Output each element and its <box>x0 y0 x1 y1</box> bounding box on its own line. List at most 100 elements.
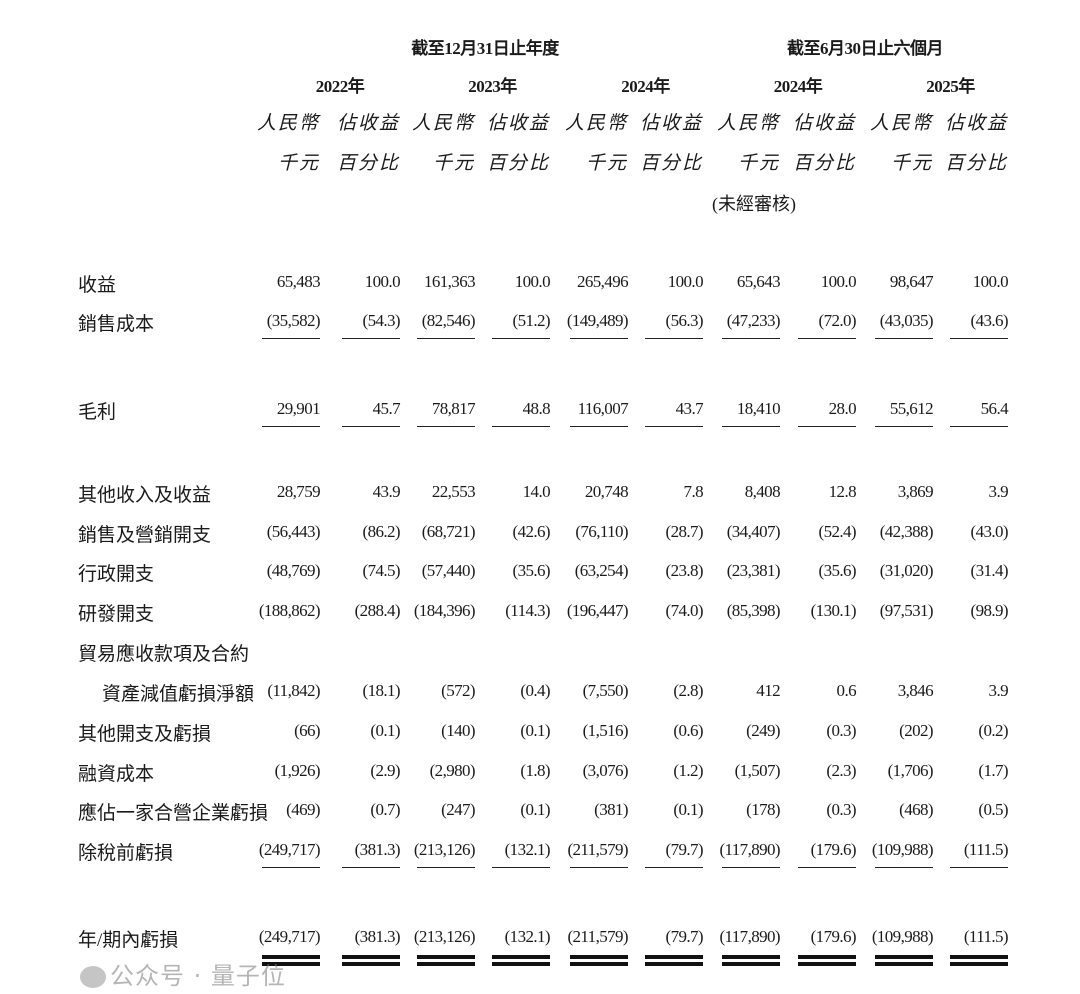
double-underline <box>570 955 628 966</box>
table-cell: 22,553 <box>431 482 476 501</box>
underline <box>492 426 550 427</box>
underline <box>875 338 933 339</box>
underline <box>342 867 400 868</box>
table-cell: (35.6) <box>818 561 857 580</box>
table-cell: 3,869 <box>897 482 934 501</box>
table-cell: (31.4) <box>970 561 1009 580</box>
col-unit-label: 千元 <box>432 153 475 174</box>
col-unit-label: 千元 <box>277 153 320 174</box>
header-annual-group: 截至12月31日止年度 <box>411 39 559 58</box>
table-cell: 14.0 <box>522 482 551 501</box>
table-cell: 28,759 <box>276 482 321 501</box>
underline <box>645 338 703 339</box>
table-cell: (42,388) <box>879 522 934 541</box>
col-pct-unit-label: 百分比 <box>639 153 703 174</box>
table-cell: 7.8 <box>683 482 704 501</box>
table-cell: (76,110) <box>575 522 628 541</box>
table-cell: (109,988) <box>871 927 934 946</box>
row-label: 銷售成本 <box>78 314 155 335</box>
table-cell: (56.3) <box>665 311 704 330</box>
table-cell: (85,398) <box>726 601 781 620</box>
table-cell: 98,647 <box>889 272 934 291</box>
table-cell: 0.6 <box>836 681 857 700</box>
underline <box>570 867 628 868</box>
double-underline <box>645 955 703 966</box>
double-underline <box>875 955 933 966</box>
table-cell: 18,410 <box>736 399 781 418</box>
underline <box>875 426 933 427</box>
col-pct-label: 佔收益 <box>792 113 856 134</box>
table-cell: (23.8) <box>665 561 704 580</box>
table-cell: 43.7 <box>675 399 704 418</box>
table-cell: (381.3) <box>354 840 401 859</box>
underline <box>798 338 856 339</box>
table-cell: (23,381) <box>726 561 781 580</box>
table-cell: (179.6) <box>810 840 857 859</box>
table-cell: (0.2) <box>978 721 1008 740</box>
table-cell: (213,126) <box>413 840 476 859</box>
table-cell: (202) <box>899 721 933 740</box>
table-cell: (1,507) <box>734 761 781 780</box>
table-cell: (1.7) <box>978 761 1008 780</box>
underline <box>950 426 1008 427</box>
row-label: 年/期內虧損 <box>78 930 179 951</box>
table-cell: (288.4) <box>354 601 401 620</box>
table-cell: (86.2) <box>362 522 401 541</box>
col-unit-label: 千元 <box>585 153 628 174</box>
double-underline <box>798 955 856 966</box>
table-cell: 3.9 <box>988 482 1009 501</box>
underline <box>417 426 475 427</box>
underline <box>417 338 475 339</box>
underline <box>875 867 933 868</box>
table-cell: (1.8) <box>520 761 550 780</box>
table-cell: (2.8) <box>673 681 703 700</box>
table-cell: (54.3) <box>362 311 401 330</box>
underline <box>342 338 400 339</box>
double-underline <box>342 955 400 966</box>
table-cell: (1,706) <box>887 761 934 780</box>
underline <box>950 867 1008 868</box>
table-cell: (184,396) <box>413 601 476 620</box>
underline <box>262 338 320 339</box>
col-pct-label: 佔收益 <box>944 113 1008 134</box>
table-cell: 100.0 <box>364 272 401 291</box>
table-cell: (28.7) <box>665 522 704 541</box>
table-cell: (0.1) <box>673 800 703 819</box>
table-cell: (47,233) <box>726 311 781 330</box>
table-cell: 3,846 <box>897 681 934 700</box>
col-pct-label: 佔收益 <box>639 113 703 134</box>
table-cell: (0.7) <box>370 800 400 819</box>
table-cell: (117,890) <box>719 927 780 946</box>
col-currency-label: 人民幣 <box>716 113 780 134</box>
row-label: 除稅前虧損 <box>78 843 174 864</box>
table-cell: 20,748 <box>584 482 629 501</box>
table-cell: (79.7) <box>665 840 704 859</box>
underline <box>262 867 320 868</box>
table-cell: (0.3) <box>826 721 856 740</box>
year-header: 2025年 <box>926 77 975 96</box>
table-cell: (35,582) <box>266 311 321 330</box>
col-pct-unit-label: 百分比 <box>944 153 1008 174</box>
row-label: 貿易應收款項及合約 <box>78 644 250 665</box>
double-underline <box>950 955 1008 966</box>
table-cell: (178) <box>746 800 780 819</box>
col-pct-unit-label: 百分比 <box>792 153 856 174</box>
watermark: 公众号 · 量子位 <box>80 962 286 990</box>
table-cell: (34,407) <box>726 522 781 541</box>
col-pct-label: 佔收益 <box>336 113 400 134</box>
table-cell: 29,901 <box>276 399 321 418</box>
table-cell: (43.6) <box>970 311 1009 330</box>
table-cell: (132.1) <box>504 927 551 946</box>
row-label: 資產減值虧損淨額 <box>102 684 255 705</box>
row-label: 融資成本 <box>78 764 155 785</box>
col-pct-unit-label: 百分比 <box>336 153 400 174</box>
watermark-text: 公众号 · 量子位 <box>110 962 286 990</box>
table-cell: (0.6) <box>673 721 703 740</box>
underline <box>722 426 780 427</box>
table-cell: (211,579) <box>567 927 628 946</box>
row-label: 毛利 <box>78 402 117 423</box>
table-cell: 65,643 <box>736 272 781 291</box>
table-cell: 48.8 <box>522 399 551 418</box>
row-label: 銷售及營銷開支 <box>78 525 212 546</box>
table-cell: (3,076) <box>582 761 629 780</box>
